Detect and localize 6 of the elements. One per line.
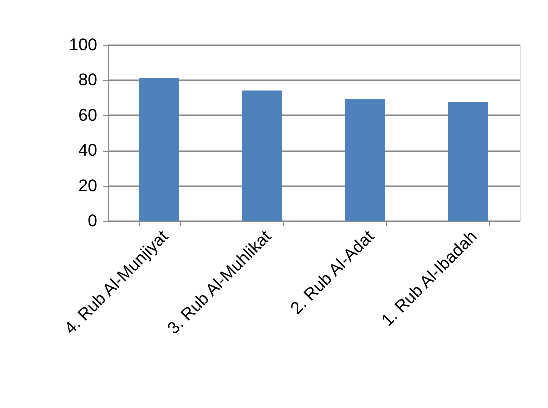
y-tick-label: 100 [69,36,98,54]
y-tick-label: 20 [78,176,98,196]
y-tick-label: 80 [78,70,98,90]
y-tick-label: 60 [78,106,98,125]
y-tick-label: 40 [78,141,98,160]
y-tick-label: 0 [88,212,98,230]
